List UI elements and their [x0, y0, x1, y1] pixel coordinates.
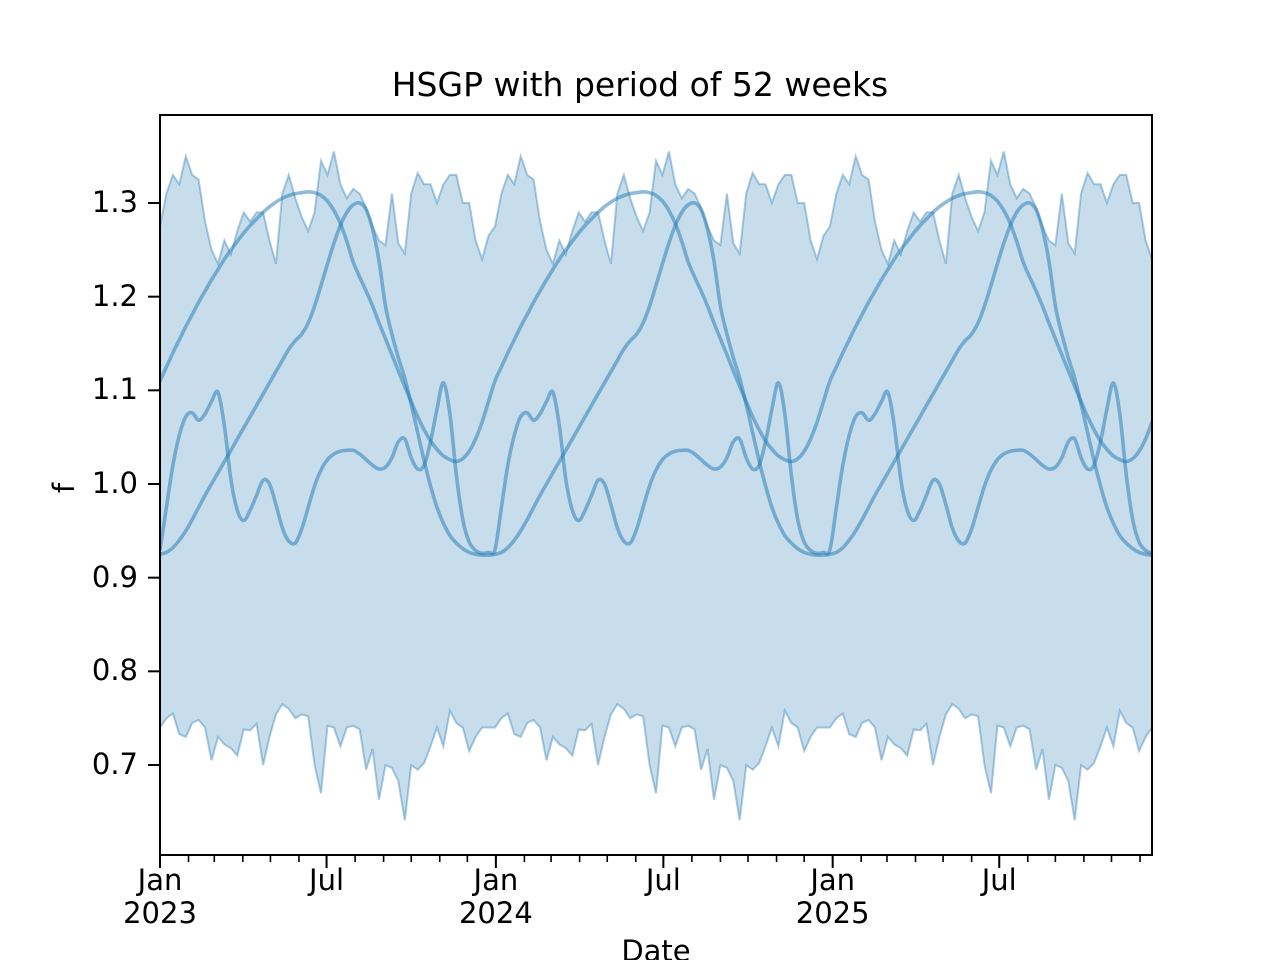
- x-tick-label: Jan 2023: [123, 863, 197, 930]
- sample-curve-2: [160, 200, 1152, 558]
- sample-curve-3: [160, 380, 1152, 556]
- x-tick-label: Jan 2025: [795, 863, 870, 930]
- x-tick-label: Jul: [309, 863, 345, 897]
- posterior-band-edge: [160, 702, 1152, 821]
- x-axis-label: Date: [621, 934, 691, 960]
- posterior-band-fill: [160, 151, 1152, 821]
- x-tick-label: Jul: [645, 863, 681, 897]
- sample-curve-1: [160, 189, 1152, 464]
- plot-area: [160, 151, 1152, 821]
- y-tick-label: 0.9: [91, 559, 138, 594]
- y-tick-label: 0.7: [91, 747, 138, 781]
- chart-title: HSGP with period of 52 weeks: [391, 65, 889, 104]
- axis-ticks: [148, 202, 1141, 868]
- x-tick-label: Jul: [981, 863, 1017, 897]
- y-tick-label: 1.3: [91, 185, 138, 219]
- x-tick-label: Jan 2024: [458, 863, 533, 930]
- y-tick-label: 1.2: [91, 278, 138, 313]
- y-tick-label: 0.8: [91, 653, 138, 688]
- y-tick-label: 1.0: [91, 466, 138, 500]
- y-tick-label: 1.1: [91, 372, 138, 407]
